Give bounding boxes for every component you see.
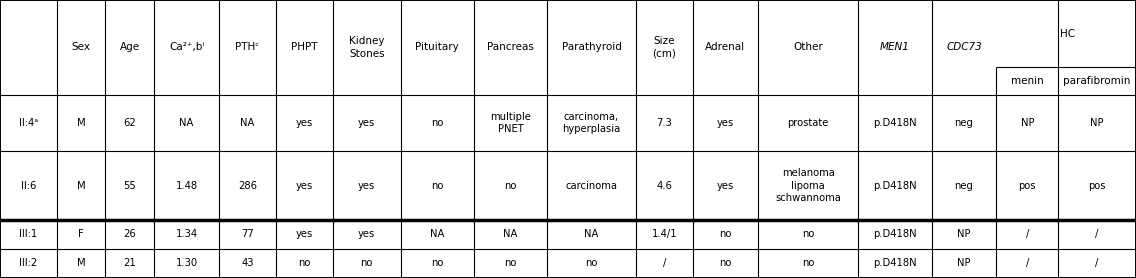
Text: NA: NA — [179, 118, 194, 128]
Text: p.D418N: p.D418N — [874, 229, 917, 239]
Text: no: no — [360, 259, 373, 269]
Text: multiple
PNET: multiple PNET — [490, 112, 531, 134]
Text: PHPT: PHPT — [291, 42, 318, 52]
Text: 1.30: 1.30 — [176, 259, 198, 269]
Text: yes: yes — [295, 181, 312, 191]
Text: 62: 62 — [124, 118, 136, 128]
Text: no: no — [504, 259, 517, 269]
Text: no: no — [585, 259, 598, 269]
Text: 1.4/1: 1.4/1 — [652, 229, 677, 239]
Text: Sex: Sex — [72, 42, 91, 52]
Text: MEN1: MEN1 — [880, 42, 910, 52]
Text: 77: 77 — [241, 229, 253, 239]
Text: Size
(cm): Size (cm) — [652, 36, 677, 59]
Text: carcinoma: carcinoma — [566, 181, 618, 191]
Text: no: no — [719, 229, 732, 239]
Text: 4.6: 4.6 — [657, 181, 673, 191]
Text: Parathyroid: Parathyroid — [561, 42, 621, 52]
Text: 1.48: 1.48 — [176, 181, 198, 191]
Text: Age: Age — [119, 42, 140, 52]
Text: 286: 286 — [237, 181, 257, 191]
Text: NP: NP — [958, 229, 971, 239]
Text: Pituitary: Pituitary — [416, 42, 459, 52]
Text: no: no — [298, 259, 310, 269]
Text: no: no — [802, 259, 815, 269]
Text: yes: yes — [295, 118, 312, 128]
Text: NP: NP — [1020, 118, 1034, 128]
Text: yes: yes — [358, 229, 375, 239]
Text: 7.3: 7.3 — [657, 118, 673, 128]
Text: pos: pos — [1019, 181, 1036, 191]
Text: no: no — [432, 181, 443, 191]
Text: NP: NP — [958, 259, 971, 269]
Text: /: / — [1095, 229, 1099, 239]
Text: /: / — [1095, 259, 1099, 269]
Text: no: no — [432, 118, 443, 128]
Text: yes: yes — [358, 118, 375, 128]
Text: NP: NP — [1091, 118, 1104, 128]
Text: IHC: IHC — [1058, 29, 1076, 39]
Text: carcinoma,
hyperplasia: carcinoma, hyperplasia — [562, 112, 620, 134]
Text: /: / — [663, 259, 666, 269]
Text: neg: neg — [954, 181, 974, 191]
Text: M: M — [77, 259, 85, 269]
Text: 43: 43 — [241, 259, 253, 269]
Text: PTHᶜ: PTHᶜ — [235, 42, 259, 52]
Text: yes: yes — [717, 181, 734, 191]
Text: yes: yes — [295, 229, 312, 239]
Text: NA: NA — [584, 229, 599, 239]
Text: 21: 21 — [124, 259, 136, 269]
Text: 26: 26 — [124, 229, 136, 239]
Text: Other: Other — [793, 42, 824, 52]
Text: II:6: II:6 — [20, 181, 36, 191]
Text: /: / — [1026, 259, 1029, 269]
Text: menin: menin — [1011, 76, 1044, 86]
Text: III:1: III:1 — [19, 229, 37, 239]
Text: F: F — [78, 229, 84, 239]
Text: Pancreas: Pancreas — [487, 42, 534, 52]
Text: prostate: prostate — [787, 118, 829, 128]
Text: yes: yes — [358, 181, 375, 191]
Text: Adrenal: Adrenal — [705, 42, 745, 52]
Text: 55: 55 — [124, 181, 136, 191]
Text: no: no — [719, 259, 732, 269]
Text: /: / — [1026, 229, 1029, 239]
Text: NA: NA — [431, 229, 444, 239]
Text: no: no — [432, 259, 443, 269]
Text: M: M — [77, 181, 85, 191]
Text: CDC73: CDC73 — [946, 42, 982, 52]
Text: yes: yes — [717, 118, 734, 128]
Text: NA: NA — [241, 118, 254, 128]
Text: p.D418N: p.D418N — [874, 259, 917, 269]
Text: M: M — [77, 118, 85, 128]
Text: parafibromin: parafibromin — [1063, 76, 1130, 86]
Text: 1.34: 1.34 — [176, 229, 198, 239]
Text: p.D418N: p.D418N — [874, 118, 917, 128]
Text: melanoma
lipoma
schwannoma: melanoma lipoma schwannoma — [775, 168, 841, 203]
Text: II:4ᵃ: II:4ᵃ — [19, 118, 37, 128]
Text: III:2: III:2 — [19, 259, 37, 269]
Text: NA: NA — [503, 229, 518, 239]
Text: neg: neg — [954, 118, 974, 128]
Text: pos: pos — [1088, 181, 1105, 191]
Text: p.D418N: p.D418N — [874, 181, 917, 191]
Text: Ca²⁺,bⁱ: Ca²⁺,bⁱ — [169, 42, 204, 52]
Text: no: no — [802, 229, 815, 239]
Text: no: no — [504, 181, 517, 191]
Text: Kidney
Stones: Kidney Stones — [349, 36, 385, 59]
